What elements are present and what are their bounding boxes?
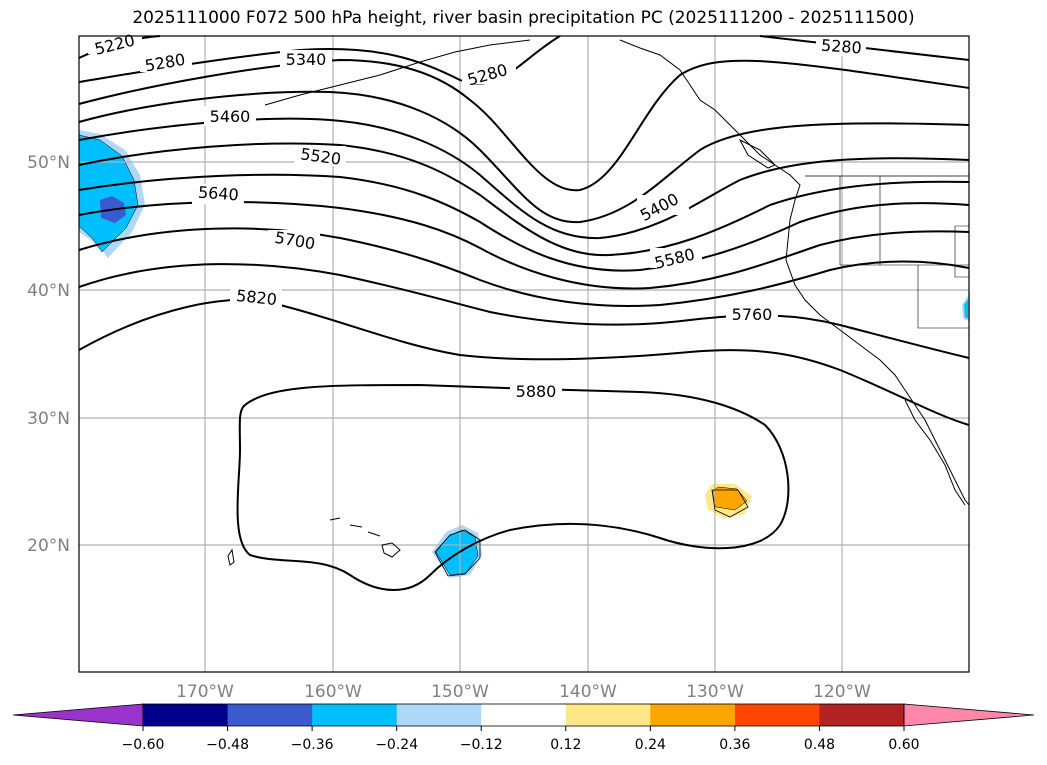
coastline-north-america bbox=[619, 39, 970, 506]
colorbar-tick-label: 0.36 bbox=[719, 737, 750, 753]
colorbar-tick-label: 0.12 bbox=[550, 737, 581, 753]
contour-positive-small bbox=[711, 489, 749, 518]
lat-label-30n: 30°N bbox=[27, 409, 70, 429]
contour-label: 5880 bbox=[516, 382, 557, 401]
colorbar-segment bbox=[565, 704, 651, 726]
contour-label: 5760 bbox=[732, 305, 773, 324]
contour-hawaii-small bbox=[434, 529, 481, 577]
colorbar-segment bbox=[650, 704, 736, 726]
lat-label-40n: 40°N bbox=[27, 281, 70, 301]
colorbar-segment bbox=[227, 704, 313, 726]
precip-area-subtropical-mid bbox=[711, 486, 748, 511]
contour-label: 5640 bbox=[197, 183, 239, 205]
colorbar-under-triangle bbox=[12, 703, 144, 727]
contour-label: 5280 bbox=[820, 36, 862, 58]
colorbar-segment bbox=[734, 704, 820, 726]
lon-label-150w: 150°W bbox=[431, 682, 489, 702]
colorbar-segment bbox=[819, 704, 905, 726]
lon-label-170w: 170°W bbox=[176, 682, 234, 702]
lon-label-140w: 140°W bbox=[559, 682, 617, 702]
colorbar-tick-label: −0.48 bbox=[206, 737, 249, 753]
colorbar-over-triangle bbox=[903, 703, 1035, 727]
precip-area-northwest-mid bbox=[78, 134, 139, 253]
contour-labels: 5220 5280 5280 5340 5280 5460 5520 5640 … bbox=[88, 31, 866, 401]
colorbar-tick-label: −0.60 bbox=[122, 737, 165, 753]
axis-labels: 50°N 40°N 30°N 20°N 170°W 160°W 150°W 14… bbox=[27, 153, 871, 702]
map-frame bbox=[78, 35, 970, 673]
lon-label-130w: 130°W bbox=[686, 682, 744, 702]
lat-label-20n: 20°N bbox=[27, 536, 70, 556]
colorbar: −0.60 −0.48 −0.36 −0.24 −0.12 0.12 0.24 0.36 0.4… bbox=[12, 703, 1035, 753]
contour-label: 5820 bbox=[235, 286, 277, 309]
colorbar-segment bbox=[143, 704, 229, 726]
colorbar-segment bbox=[481, 704, 567, 726]
contour-5400 bbox=[78, 90, 970, 224]
island-hawaii-small bbox=[329, 517, 381, 537]
colorbar-segment bbox=[312, 704, 398, 726]
coastline-baja bbox=[904, 399, 966, 506]
contour-5460 bbox=[78, 117, 970, 240]
coastlines bbox=[227, 39, 970, 566]
colorbar-tick-label: −0.36 bbox=[291, 737, 334, 753]
island-midway bbox=[227, 548, 235, 566]
colorbar-tick-label: −0.24 bbox=[375, 737, 418, 753]
colorbar-tick-label: 0.60 bbox=[888, 737, 919, 753]
colorbar-border bbox=[142, 703, 905, 727]
island-hawaii-big bbox=[381, 542, 401, 558]
border-us-states bbox=[839, 176, 969, 329]
contour-5520 bbox=[78, 142, 970, 257]
colorbar-segment bbox=[396, 704, 482, 726]
contour-5580 bbox=[78, 173, 970, 272]
precip-area-us-west bbox=[961, 292, 970, 322]
contour-5760 bbox=[78, 263, 970, 359]
colorbar-tick-label: 0.48 bbox=[804, 737, 835, 753]
lon-label-120w: 120°W bbox=[813, 682, 871, 702]
contour-5340 bbox=[78, 58, 970, 192]
contour-label: 5340 bbox=[286, 50, 327, 69]
contour-label: 5460 bbox=[210, 107, 251, 126]
contour-5640 bbox=[78, 201, 970, 290]
lon-label-160w: 160°W bbox=[304, 682, 362, 702]
chart-title: 2025111000 F072 500 hPa height, river ba… bbox=[132, 8, 915, 28]
lat-label-50n: 50°N bbox=[27, 153, 70, 173]
coastline-alaska-south bbox=[264, 39, 531, 106]
colorbar-tick-label: −0.12 bbox=[460, 737, 503, 753]
contour-5880 bbox=[236, 383, 790, 591]
island-vancouver bbox=[738, 138, 776, 169]
colorbar-tick-label: 0.24 bbox=[635, 737, 666, 753]
graticule bbox=[79, 36, 969, 672]
